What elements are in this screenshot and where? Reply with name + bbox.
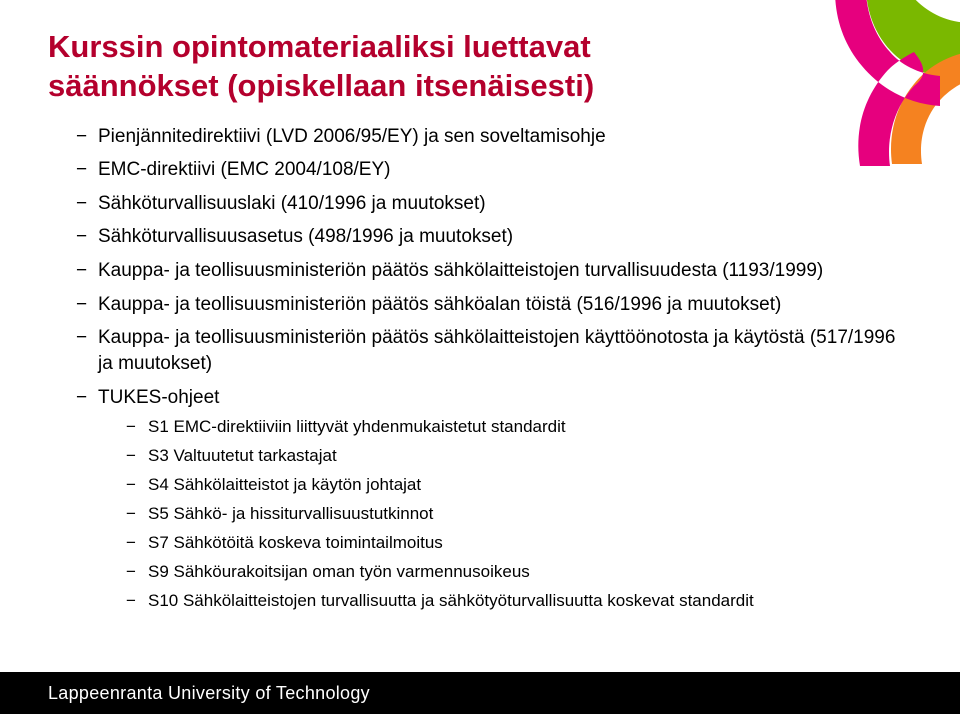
- sub-bullet-text: S7 Sähkötöitä koskeva toimintailmoitus: [148, 533, 443, 552]
- bullet-item: EMC-direktiivi (EMC 2004/108/EY): [80, 157, 912, 183]
- sub-bullet-item: S9 Sähköurakoitsijan oman työn varmennus…: [130, 561, 912, 584]
- sub-bullet-text: S4 Sähkölaitteistot ja käytön johtajat: [148, 475, 421, 494]
- slide: Kurssin opintomateriaaliksi luettavat sä…: [0, 0, 960, 714]
- footer-bar: Lappeenranta University of Technology: [0, 672, 960, 714]
- sub-bullet-item: S7 Sähkötöitä koskeva toimintailmoitus: [130, 532, 912, 555]
- bullet-item: Sähköturvallisuusasetus (498/1996 ja muu…: [80, 224, 912, 250]
- footer-text: Lappeenranta University of Technology: [48, 683, 370, 704]
- title-line-2: säännökset (opiskellaan itsenäisesti): [48, 68, 594, 103]
- title-line-1: Kurssin opintomateriaaliksi luettavat: [48, 29, 591, 64]
- bullet-text: Sähköturvallisuusasetus (498/1996 ja muu…: [98, 226, 513, 247]
- bullet-text: TUKES-ohjeet: [98, 387, 219, 408]
- bullet-item: TUKES-ohjeet S1 EMC-direktiiviin liittyv…: [80, 385, 912, 613]
- sub-bullet-item: S1 EMC-direktiiviin liittyvät yhdenmukai…: [130, 416, 912, 439]
- bullet-text: Kauppa- ja teollisuusministeriön päätös …: [98, 327, 895, 374]
- sub-bullet-text: S1 EMC-direktiiviin liittyvät yhdenmukai…: [148, 417, 566, 436]
- bullet-text: Sähköturvallisuuslaki (410/1996 ja muuto…: [98, 193, 486, 214]
- sub-bullet-item: S5 Sähkö- ja hissiturvallisuustutkinnot: [130, 503, 912, 526]
- bullet-list: Pienjännitedirektiivi (LVD 2006/95/EY) j…: [48, 124, 912, 613]
- bullet-item: Kauppa- ja teollisuusministeriön päätös …: [80, 325, 912, 376]
- sub-bullet-text: S5 Sähkö- ja hissiturvallisuustutkinnot: [148, 504, 433, 523]
- bullet-text: Pienjännitedirektiivi (LVD 2006/95/EY) j…: [98, 126, 606, 147]
- sub-bullet-text: S10 Sähkölaitteistojen turvallisuutta ja…: [148, 591, 754, 610]
- bullet-item: Kauppa- ja teollisuusministeriön päätös …: [80, 258, 912, 284]
- bullet-text: Kauppa- ja teollisuusministeriön päätös …: [98, 260, 823, 281]
- sub-bullet-list: S1 EMC-direktiiviin liittyvät yhdenmukai…: [98, 416, 912, 613]
- bullet-item: Sähköturvallisuuslaki (410/1996 ja muuto…: [80, 191, 912, 217]
- sub-bullet-item: S10 Sähkölaitteistojen turvallisuutta ja…: [130, 590, 912, 613]
- sub-bullet-item: S4 Sähkölaitteistot ja käytön johtajat: [130, 474, 912, 497]
- bullet-item: Kauppa- ja teollisuusministeriön päätös …: [80, 292, 912, 318]
- sub-bullet-item: S3 Valtuutetut tarkastajat: [130, 445, 912, 468]
- bullet-item: Pienjännitedirektiivi (LVD 2006/95/EY) j…: [80, 124, 912, 150]
- bullet-text: EMC-direktiivi (EMC 2004/108/EY): [98, 159, 390, 180]
- slide-title: Kurssin opintomateriaaliksi luettavat sä…: [48, 28, 912, 106]
- bullet-text: Kauppa- ja teollisuusministeriön päätös …: [98, 294, 781, 315]
- sub-bullet-text: S9 Sähköurakoitsijan oman työn varmennus…: [148, 562, 530, 581]
- sub-bullet-text: S3 Valtuutetut tarkastajat: [148, 446, 337, 465]
